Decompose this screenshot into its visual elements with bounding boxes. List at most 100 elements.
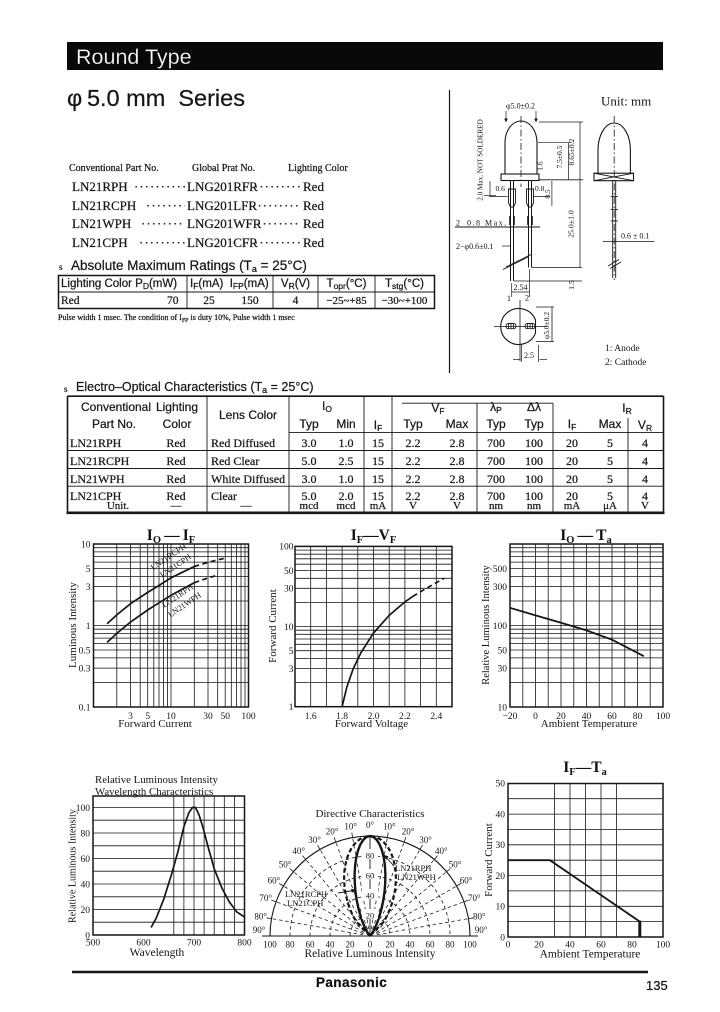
svg-text:100: 100 [263,940,277,950]
svg-text:10: 10 [284,623,294,633]
svg-text:20°: 20° [326,827,339,837]
svg-text:Relative Luminous Intensity: Relative Luminous Intensity [95,774,219,786]
svg-text:IF—Ta: IF—Ta [563,759,607,778]
svg-text:30°: 30° [308,835,321,845]
svg-text:80°: 80° [473,912,486,922]
svg-text:60: 60 [306,940,316,950]
svg-text:60: 60 [81,855,91,865]
svg-text:IO — Ta: IO — Ta [560,527,612,546]
svg-text:50: 50 [284,567,294,577]
svg-text:φ5.0±0.2: φ5.0±0.2 [542,312,551,339]
svg-text:40°: 40° [435,846,448,856]
svg-text:8.65±0.2: 8.65±0.2 [567,138,576,165]
svg-text:Forward Voltage: Forward Voltage [335,718,408,730]
svg-text:7.5±0.5: 7.5±0.5 [555,145,564,168]
svg-text:0: 0 [368,940,373,950]
svg-text:40: 40 [326,940,336,950]
svg-text:0: 0 [533,712,538,722]
svg-text:70°: 70° [259,893,272,903]
svg-text:40: 40 [366,891,375,901]
svg-text:40°: 40° [292,846,305,856]
svg-text:3: 3 [86,583,91,593]
svg-text:20: 20 [81,906,91,916]
svg-text:0.3: 0.3 [79,664,91,674]
svg-text:50: 50 [220,712,230,722]
svg-text:2.4: 2.4 [430,712,442,722]
svg-text:60°: 60° [460,876,473,886]
svg-text:300: 300 [493,583,508,593]
svg-text:Relative Luminous Intensity: Relative Luminous Intensity [481,564,492,684]
svg-text:10: 10 [498,703,508,713]
svg-text:Ambient Temperature: Ambient Temperature [541,718,638,730]
svg-text:60: 60 [596,941,606,951]
svg-text:Directive Characteristics: Directive Characteristics [315,808,424,820]
svg-text:0.5: 0.5 [79,646,91,656]
svg-text:Unit: mm: Unit: mm [601,94,651,109]
svg-text:60: 60 [366,871,375,881]
svg-text:100: 100 [463,940,477,950]
svg-text:20: 20 [386,940,396,950]
svg-text:5: 5 [86,565,91,575]
svg-text:Luminous Intensity: Luminous Intensity [67,582,79,668]
svg-text:IF—VF: IF—VF [351,527,397,546]
svg-text:90°: 90° [475,925,488,935]
svg-text:0.6: 0.6 [496,184,506,193]
svg-text:Forward Current: Forward Current [118,718,192,730]
svg-text:0.8: 0.8 [535,184,545,193]
svg-text:2: Cathode: 2: Cathode [605,358,646,368]
svg-text:0.5: 0.5 [543,189,552,198]
svg-text:800: 800 [237,939,252,949]
svg-text:20: 20 [534,941,544,951]
svg-text:φ5.0±0.2: φ5.0±0.2 [506,102,535,111]
svg-text:0.6 ± 0.1: 0.6 ± 0.1 [621,232,649,241]
svg-text:80: 80 [446,940,456,950]
svg-text:10: 10 [166,712,176,722]
svg-text:80: 80 [286,940,296,950]
svg-text:1: 1 [289,703,294,713]
svg-text:20: 20 [556,712,566,722]
svg-text:Ambient Temperature: Ambient Temperature [540,949,641,961]
svg-text:25.0±1.0: 25.0±1.0 [567,210,576,238]
svg-text:1.6: 1.6 [305,712,317,722]
svg-text:90°: 90° [253,925,266,935]
svg-text:20: 20 [496,872,506,882]
svg-text:50°: 50° [279,860,292,870]
svg-text:10°: 10° [383,822,396,832]
svg-text:LN21CPH: LN21CPH [287,898,323,908]
svg-text:100: 100 [656,712,671,722]
svg-text:30: 30 [203,712,213,722]
svg-text:500: 500 [86,939,101,949]
svg-text:40: 40 [582,712,592,722]
svg-text:20: 20 [366,911,375,921]
svg-text:60: 60 [607,712,617,722]
svg-text:3: 3 [128,712,133,722]
svg-text:Relative Luminous Intensity: Relative Luminous Intensity [68,809,79,923]
svg-text:Forward Current: Forward Current [483,823,495,897]
svg-text:0: 0 [85,931,90,941]
svg-text:0: 0 [500,933,505,943]
svg-text:40: 40 [406,940,416,950]
svg-text:10: 10 [81,540,91,550]
svg-text:2 0.8 Max.: 2 0.8 Max. [456,219,508,228]
svg-text:700: 700 [187,939,202,949]
svg-text:40: 40 [565,941,575,951]
svg-text:50: 50 [496,780,506,790]
svg-text:1.8: 1.8 [336,712,348,722]
svg-text:LN21RCPH: LN21RCPH [285,889,327,899]
svg-text:100: 100 [493,622,508,632]
svg-text:2.0 Max. NOT SOLDERED: 2.0 Max. NOT SOLDERED [477,119,485,201]
svg-text:30: 30 [284,585,294,595]
svg-text:3: 3 [289,665,294,675]
svg-text:30: 30 [498,664,508,674]
svg-text:Relative Luminous Intensity: Relative Luminous Intensity [305,948,436,960]
svg-text:10: 10 [496,903,506,913]
svg-text:1: 1 [507,293,511,303]
svg-text:IO — IF: IO — IF [147,527,195,546]
svg-text:2.54: 2.54 [514,283,528,292]
svg-text:Forward Current: Forward Current [267,589,279,663]
svg-text:2.2: 2.2 [399,712,411,722]
svg-text:100: 100 [279,543,294,553]
svg-text:2.0: 2.0 [368,712,380,722]
svg-text:50: 50 [498,646,508,656]
svg-text:80: 80 [366,851,375,861]
